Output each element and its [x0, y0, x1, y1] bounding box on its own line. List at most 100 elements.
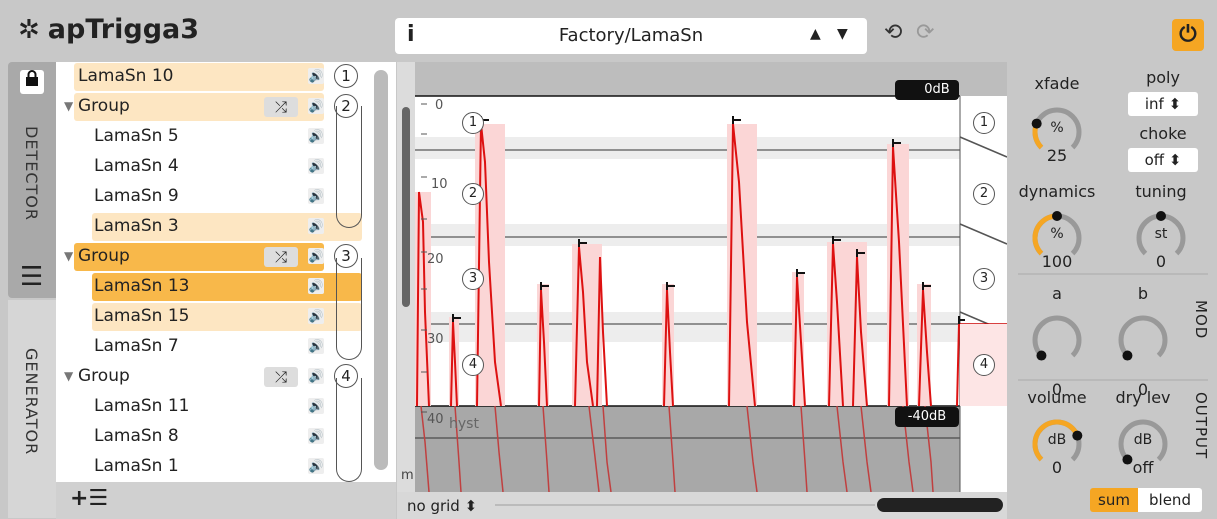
group-number[interactable]: 1 — [334, 64, 358, 88]
horizontal-scrollbar[interactable] — [877, 498, 1003, 512]
row-label: LamaSn 11 — [94, 396, 190, 416]
speaker-icon[interactable]: 🔊 — [308, 98, 324, 114]
gear-icon[interactable]: ✲ — [18, 14, 40, 45]
redo-icon[interactable]: ⟳ — [916, 20, 935, 45]
speaker-icon[interactable]: 🔊 — [308, 218, 324, 234]
zone-marker-right[interactable]: 3 — [973, 268, 995, 290]
dynamics-knob[interactable] — [1032, 211, 1082, 256]
list-item[interactable]: LamaSn 4 🔊 — [56, 152, 366, 182]
list-item[interactable]: LamaSn 9 🔊 — [56, 182, 366, 212]
expand-icon[interactable]: ▼ — [64, 369, 74, 383]
shuffle-icon[interactable]: ⤮ — [264, 367, 298, 387]
list-item[interactable]: LamaSn 3 🔊 — [56, 212, 366, 242]
list-scrollbar[interactable] — [374, 70, 388, 470]
group-row[interactable]: ▼ ⤮ Group 🔊 2 — [56, 92, 366, 122]
list-item[interactable]: LamaSn 11 🔊 — [56, 392, 366, 422]
shuffle-icon[interactable]: ⤮ — [264, 97, 298, 117]
row-label: Group — [78, 96, 130, 116]
choke-label: choke — [1139, 124, 1187, 143]
graph-bottom-bar: no grid ⬍ — [397, 492, 1007, 519]
list-item[interactable]: LamaSn 15 🔊 — [56, 302, 366, 332]
row-label: LamaSn 7 — [94, 336, 179, 356]
preset-box[interactable]: i Factory/LamaSn ▲ ▼ — [395, 18, 867, 54]
preset-down-button[interactable]: ▼ — [837, 26, 848, 42]
detector-graph[interactable]: 0dB -40dB 0 10 20 30 40 hyst m 1 2 3 4 1… — [397, 62, 1007, 492]
menu-icon[interactable]: ☰ — [20, 262, 44, 292]
expand-icon[interactable]: ▼ — [64, 99, 74, 113]
drylev-value: off — [1132, 458, 1154, 477]
choke-select[interactable]: off ⬍ — [1128, 148, 1198, 172]
zone-marker[interactable]: 1 — [462, 112, 484, 134]
graph-vertical-scrollbar[interactable] — [402, 107, 410, 307]
mod-a-knob[interactable] — [1032, 315, 1082, 361]
speaker-icon[interactable]: 🔊 — [308, 368, 324, 384]
top-db-label[interactable]: 0dB — [924, 82, 950, 97]
blend-button[interactable]: blend — [1138, 488, 1202, 512]
row-label: Group — [78, 246, 130, 266]
list-item[interactable]: LamaSn 13 🔊 — [56, 272, 366, 302]
poly-select[interactable]: inf ⬍ — [1128, 92, 1198, 116]
speaker-icon[interactable]: 🔊 — [308, 68, 324, 84]
speaker-icon[interactable]: 🔊 — [308, 428, 324, 444]
speaker-icon[interactable]: 🔊 — [308, 128, 324, 144]
add-layer-button[interactable]: +☰ — [70, 486, 109, 511]
speaker-icon[interactable]: 🔊 — [308, 188, 324, 204]
bottom-db-label[interactable]: -40dB — [907, 409, 947, 424]
zone-marker[interactable]: 2 — [462, 183, 484, 205]
group-bracket — [336, 378, 362, 482]
volume-label: volume — [1027, 388, 1087, 407]
mod-b-knob[interactable] — [1118, 315, 1168, 361]
speaker-icon[interactable]: 🔊 — [308, 398, 324, 414]
preset-name[interactable]: Factory/LamaSn — [558, 25, 704, 46]
xfade-unit: % — [1050, 120, 1064, 136]
group-row[interactable]: ▼ ⤮ Group 🔊 3 — [56, 242, 366, 272]
control-panel: xfade % 25 poly inf ⬍ choke off ⬍ dynami… — [1008, 62, 1217, 519]
xfade-value: 25 — [1046, 146, 1068, 165]
scale-label: 20 — [427, 252, 444, 267]
volume-knob[interactable] — [1032, 419, 1083, 462]
app-title: ✲ apTrigga3 — [18, 14, 199, 45]
group-row[interactable]: ▼ ⤮ Group 🔊 4 — [56, 362, 366, 392]
grid-select[interactable]: no grid ⬍ — [407, 497, 478, 515]
sample-list[interactable]: LamaSn 10 🔊 1 ▼ ⤮ Group 🔊 2 LamaSn 5 🔊 LamaSn 4 🔊 La… — [56, 62, 396, 482]
tuning-knob[interactable] — [1136, 211, 1186, 256]
info-icon[interactable]: i — [407, 22, 415, 47]
power-button[interactable]: ⏻ — [1172, 19, 1204, 51]
speaker-icon[interactable]: 🔊 — [308, 278, 324, 294]
row-label: LamaSn 3 — [94, 216, 179, 236]
group-bracket — [336, 258, 362, 360]
list-item[interactable]: LamaSn 8 🔊 — [56, 422, 366, 452]
speaker-icon[interactable]: 🔊 — [308, 308, 324, 324]
shuffle-icon[interactable]: ⤮ — [264, 247, 298, 267]
output-section-label: OUTPUT — [1192, 392, 1210, 460]
zone-marker-right[interactable]: 2 — [973, 183, 995, 205]
dynamics-value: 100 — [1041, 252, 1073, 271]
tab-detector[interactable]: DETECTOR ☰ — [8, 62, 56, 298]
speaker-icon[interactable]: 🔊 — [308, 338, 324, 354]
undo-icon[interactable]: ⟲ — [884, 20, 903, 45]
list-item[interactable]: LamaSn 7 🔊 — [56, 332, 366, 362]
lock-icon[interactable] — [20, 70, 44, 94]
expand-icon[interactable]: ▼ — [64, 249, 74, 263]
poly-label: poly — [1146, 68, 1180, 87]
list-item[interactable]: LamaSn 10 🔊 1 — [56, 62, 366, 92]
tab-detector-label: DETECTOR — [22, 126, 41, 221]
xfade-knob[interactable] — [1031, 107, 1082, 150]
speaker-icon[interactable]: 🔊 — [308, 248, 324, 264]
preset-up-button[interactable]: ▲ — [810, 26, 821, 42]
zone-marker[interactable]: 4 — [462, 354, 484, 376]
speaker-icon[interactable]: 🔊 — [308, 458, 324, 474]
zone-marker-right[interactable]: 4 — [973, 354, 995, 376]
drylev-knob[interactable] — [1118, 419, 1168, 465]
zone-marker-right[interactable]: 1 — [973, 112, 995, 134]
add-bar: +☰ — [56, 482, 396, 519]
mod-section-label: MOD — [1192, 300, 1210, 340]
sum-button[interactable]: sum — [1090, 488, 1138, 512]
row-label: LamaSn 5 — [94, 126, 179, 146]
speaker-icon[interactable]: 🔊 — [308, 158, 324, 174]
list-item[interactable]: LamaSn 5 🔊 — [56, 122, 366, 152]
zone-marker[interactable]: 3 — [462, 268, 484, 290]
row-label: LamaSn 1 — [94, 456, 179, 476]
list-item[interactable]: LamaSn 1 🔊 — [56, 452, 366, 482]
tab-generator[interactable]: GENERATOR — [8, 300, 56, 518]
